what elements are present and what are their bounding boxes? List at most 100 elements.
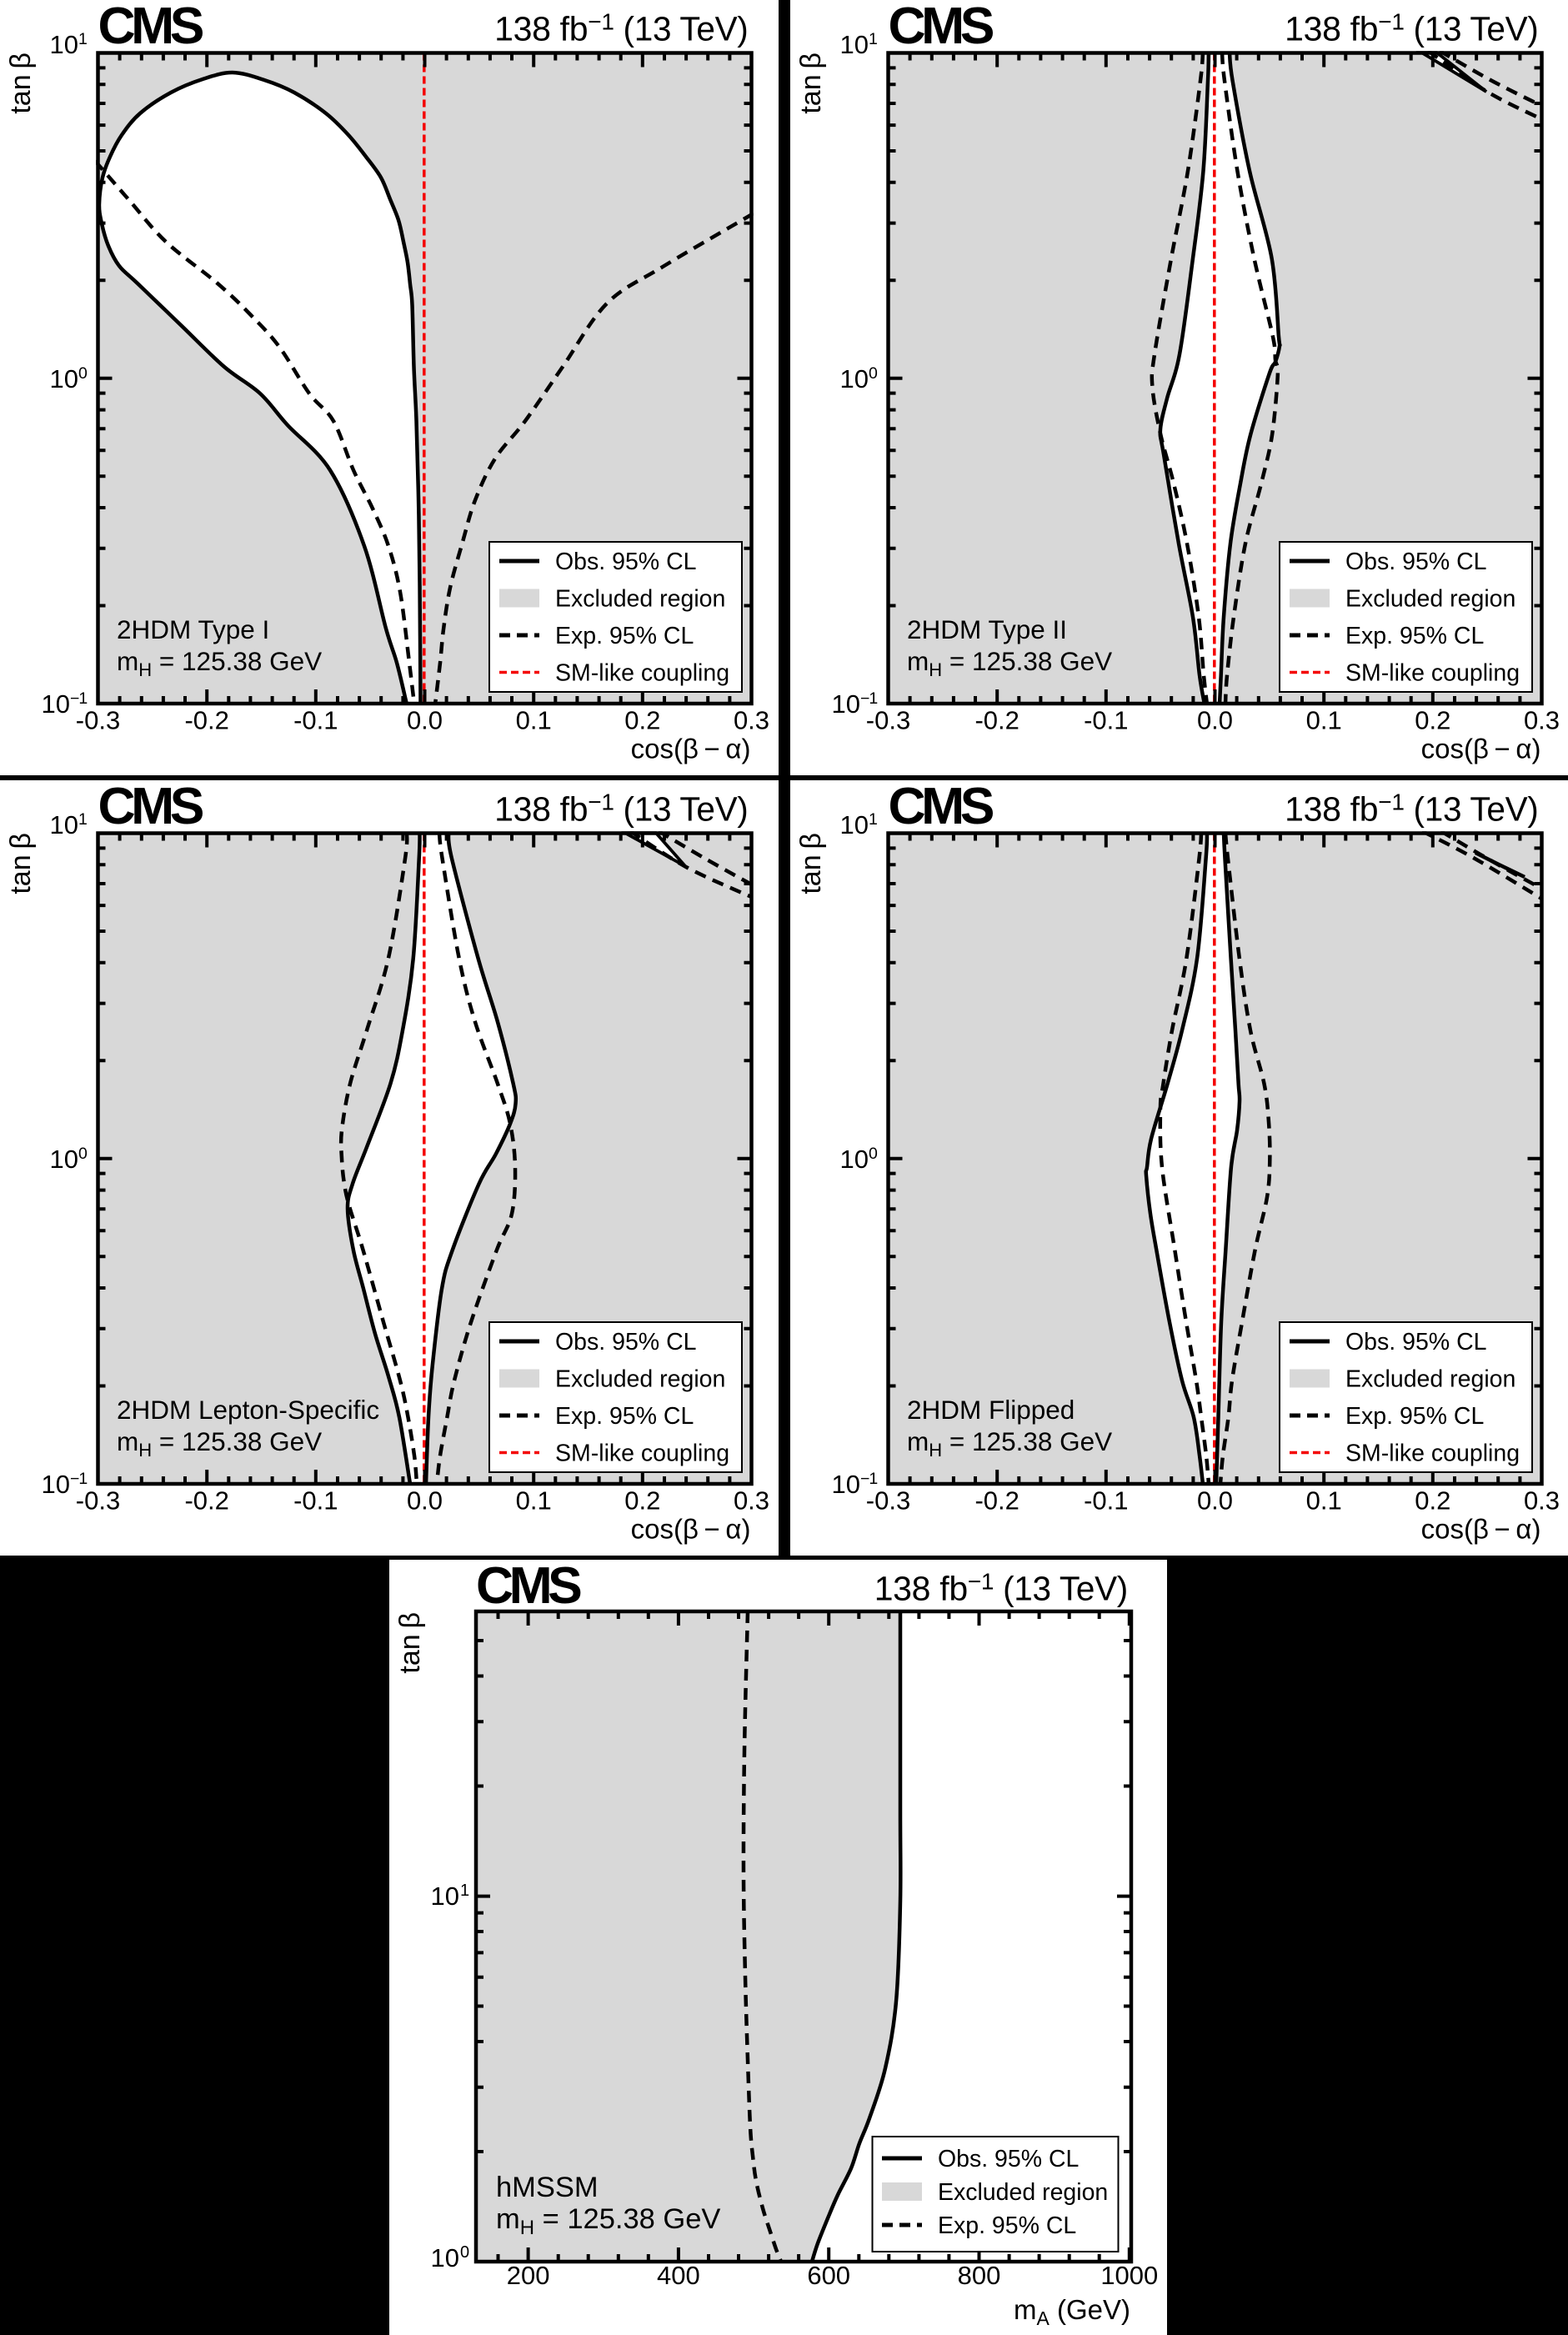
svg-text:tan β: tan β <box>795 833 827 894</box>
svg-text:Obs. 95% CL: Obs. 95% CL <box>555 549 697 575</box>
svg-text:-0.2: -0.2 <box>184 706 228 735</box>
svg-text:−1: −1 <box>70 1469 87 1487</box>
svg-text:10: 10 <box>832 689 860 719</box>
svg-text:mH = 125.38 GeV: mH = 125.38 GeV <box>117 1426 322 1461</box>
svg-text:0.2: 0.2 <box>1415 706 1450 735</box>
svg-text:10: 10 <box>832 1469 860 1498</box>
svg-text:tan β: tan β <box>394 1611 426 1673</box>
svg-text:1: 1 <box>869 810 877 829</box>
svg-text:Obs. 95% CL: Obs. 95% CL <box>1345 549 1487 575</box>
svg-text:SM-like coupling: SM-like coupling <box>1345 1440 1520 1466</box>
svg-text:−1: −1 <box>70 689 87 708</box>
svg-text:CMS: CMS <box>476 1560 581 1615</box>
svg-text:2HDM Lepton-Specific: 2HDM Lepton-Specific <box>117 1395 379 1425</box>
svg-text:0: 0 <box>460 2242 469 2261</box>
svg-text:0: 0 <box>869 364 878 383</box>
svg-text:Exp. 95% CL: Exp. 95% CL <box>1345 623 1484 649</box>
svg-text:cos(β − α): cos(β − α) <box>631 734 751 764</box>
svg-text:−1: −1 <box>860 689 877 708</box>
svg-text:-0.1: -0.1 <box>293 706 338 735</box>
svg-text:SM-like coupling: SM-like coupling <box>1345 660 1520 687</box>
svg-text:10: 10 <box>42 689 70 719</box>
svg-text:10: 10 <box>50 810 78 839</box>
svg-text:10: 10 <box>50 364 78 393</box>
svg-text:Exp. 95% CL: Exp. 95% CL <box>555 1403 694 1430</box>
svg-text:-0.1: -0.1 <box>1084 706 1128 735</box>
svg-text:−1: −1 <box>860 1469 877 1487</box>
svg-text:10: 10 <box>840 364 869 393</box>
svg-text:tan β: tan β <box>5 833 37 894</box>
svg-text:-0.1: -0.1 <box>1084 1486 1128 1515</box>
svg-text:-0.2: -0.2 <box>974 706 1019 735</box>
svg-text:cos(β − α): cos(β − α) <box>1421 1513 1541 1544</box>
svg-text:Excluded region: Excluded region <box>1345 586 1515 613</box>
svg-text:0.2: 0.2 <box>624 1486 660 1515</box>
svg-text:-0.3: -0.3 <box>76 706 120 735</box>
svg-text:10: 10 <box>840 1144 869 1173</box>
svg-text:138 fb−1 (13 TeV): 138 fb−1 (13 TeV) <box>874 1568 1128 1607</box>
svg-text:SM-like coupling: SM-like coupling <box>555 660 729 687</box>
svg-text:0.1: 0.1 <box>516 1486 552 1515</box>
svg-text:1: 1 <box>460 1881 469 1899</box>
svg-text:0.2: 0.2 <box>624 706 660 735</box>
svg-text:mH = 125.38 GeV: mH = 125.38 GeV <box>496 2202 720 2238</box>
svg-text:-0.2: -0.2 <box>184 1486 228 1515</box>
svg-text:Obs. 95% CL: Obs. 95% CL <box>555 1329 697 1355</box>
svg-text:200: 200 <box>507 2260 550 2289</box>
svg-text:cos(β − α): cos(β − α) <box>631 1513 751 1544</box>
svg-text:2HDM Type I: 2HDM Type I <box>117 614 269 644</box>
svg-text:Exp. 95% CL: Exp. 95% CL <box>938 2212 1076 2238</box>
svg-text:tan β: tan β <box>795 53 827 114</box>
svg-text:10: 10 <box>50 30 78 59</box>
svg-text:1: 1 <box>869 30 877 48</box>
svg-text:138 fb−1 (13 TeV): 138 fb−1 (13 TeV) <box>494 9 748 48</box>
svg-text:CMS: CMS <box>98 0 203 55</box>
svg-text:tan β: tan β <box>5 53 37 114</box>
svg-text:0.2: 0.2 <box>1415 1486 1450 1515</box>
svg-text:138 fb−1 (13 TeV): 138 fb−1 (13 TeV) <box>1285 789 1538 828</box>
svg-text:CMS: CMS <box>889 780 994 835</box>
svg-text:800: 800 <box>958 2260 1001 2289</box>
svg-text:Excluded region: Excluded region <box>938 2178 1108 2205</box>
svg-text:-0.2: -0.2 <box>974 1486 1019 1515</box>
svg-text:10: 10 <box>431 1881 459 1910</box>
svg-text:0.3: 0.3 <box>734 706 769 735</box>
svg-text:cos(β − α): cos(β − α) <box>1421 734 1541 764</box>
svg-text:10: 10 <box>42 1469 70 1498</box>
svg-text:-0.3: -0.3 <box>866 706 910 735</box>
svg-text:1000: 1000 <box>1100 2260 1158 2289</box>
svg-text:0.0: 0.0 <box>407 1486 443 1515</box>
svg-text:0.3: 0.3 <box>734 1486 769 1515</box>
svg-text:1: 1 <box>78 810 87 829</box>
svg-text:0.3: 0.3 <box>1524 706 1560 735</box>
svg-text:Obs. 95% CL: Obs. 95% CL <box>1345 1329 1487 1355</box>
svg-text:Excluded region: Excluded region <box>555 586 725 613</box>
svg-text:hMSSM: hMSSM <box>496 2171 599 2202</box>
svg-text:Excluded region: Excluded region <box>555 1365 725 1392</box>
svg-text:0.0: 0.0 <box>407 706 443 735</box>
svg-text:0: 0 <box>78 1144 88 1162</box>
svg-text:0.0: 0.0 <box>1197 706 1233 735</box>
svg-text:138 fb−1 (13 TeV): 138 fb−1 (13 TeV) <box>494 789 748 828</box>
svg-text:2HDM Flipped: 2HDM Flipped <box>907 1395 1075 1425</box>
svg-text:138 fb−1 (13 TeV): 138 fb−1 (13 TeV) <box>1285 9 1538 48</box>
svg-text:0: 0 <box>869 1144 878 1162</box>
svg-text:Obs. 95% CL: Obs. 95% CL <box>938 2145 1079 2172</box>
svg-text:0.1: 0.1 <box>1306 706 1342 735</box>
svg-text:-0.1: -0.1 <box>293 1486 338 1515</box>
svg-text:SM-like coupling: SM-like coupling <box>555 1440 729 1466</box>
svg-text:Exp. 95% CL: Exp. 95% CL <box>555 623 694 649</box>
svg-text:mA (GeV): mA (GeV) <box>1014 2293 1130 2328</box>
svg-text:0: 0 <box>78 364 88 383</box>
svg-text:10: 10 <box>50 1144 78 1173</box>
svg-text:Excluded region: Excluded region <box>1345 1365 1515 1392</box>
svg-text:Exp. 95% CL: Exp. 95% CL <box>1345 1403 1484 1430</box>
svg-text:400: 400 <box>657 2260 700 2289</box>
svg-text:0.1: 0.1 <box>1306 1486 1342 1515</box>
svg-text:2HDM Type II: 2HDM Type II <box>907 614 1067 644</box>
svg-text:0.0: 0.0 <box>1197 1486 1233 1515</box>
svg-text:0.3: 0.3 <box>1524 1486 1560 1515</box>
svg-text:0.1: 0.1 <box>516 706 552 735</box>
svg-text:600: 600 <box>807 2260 850 2289</box>
svg-text:10: 10 <box>840 30 869 59</box>
